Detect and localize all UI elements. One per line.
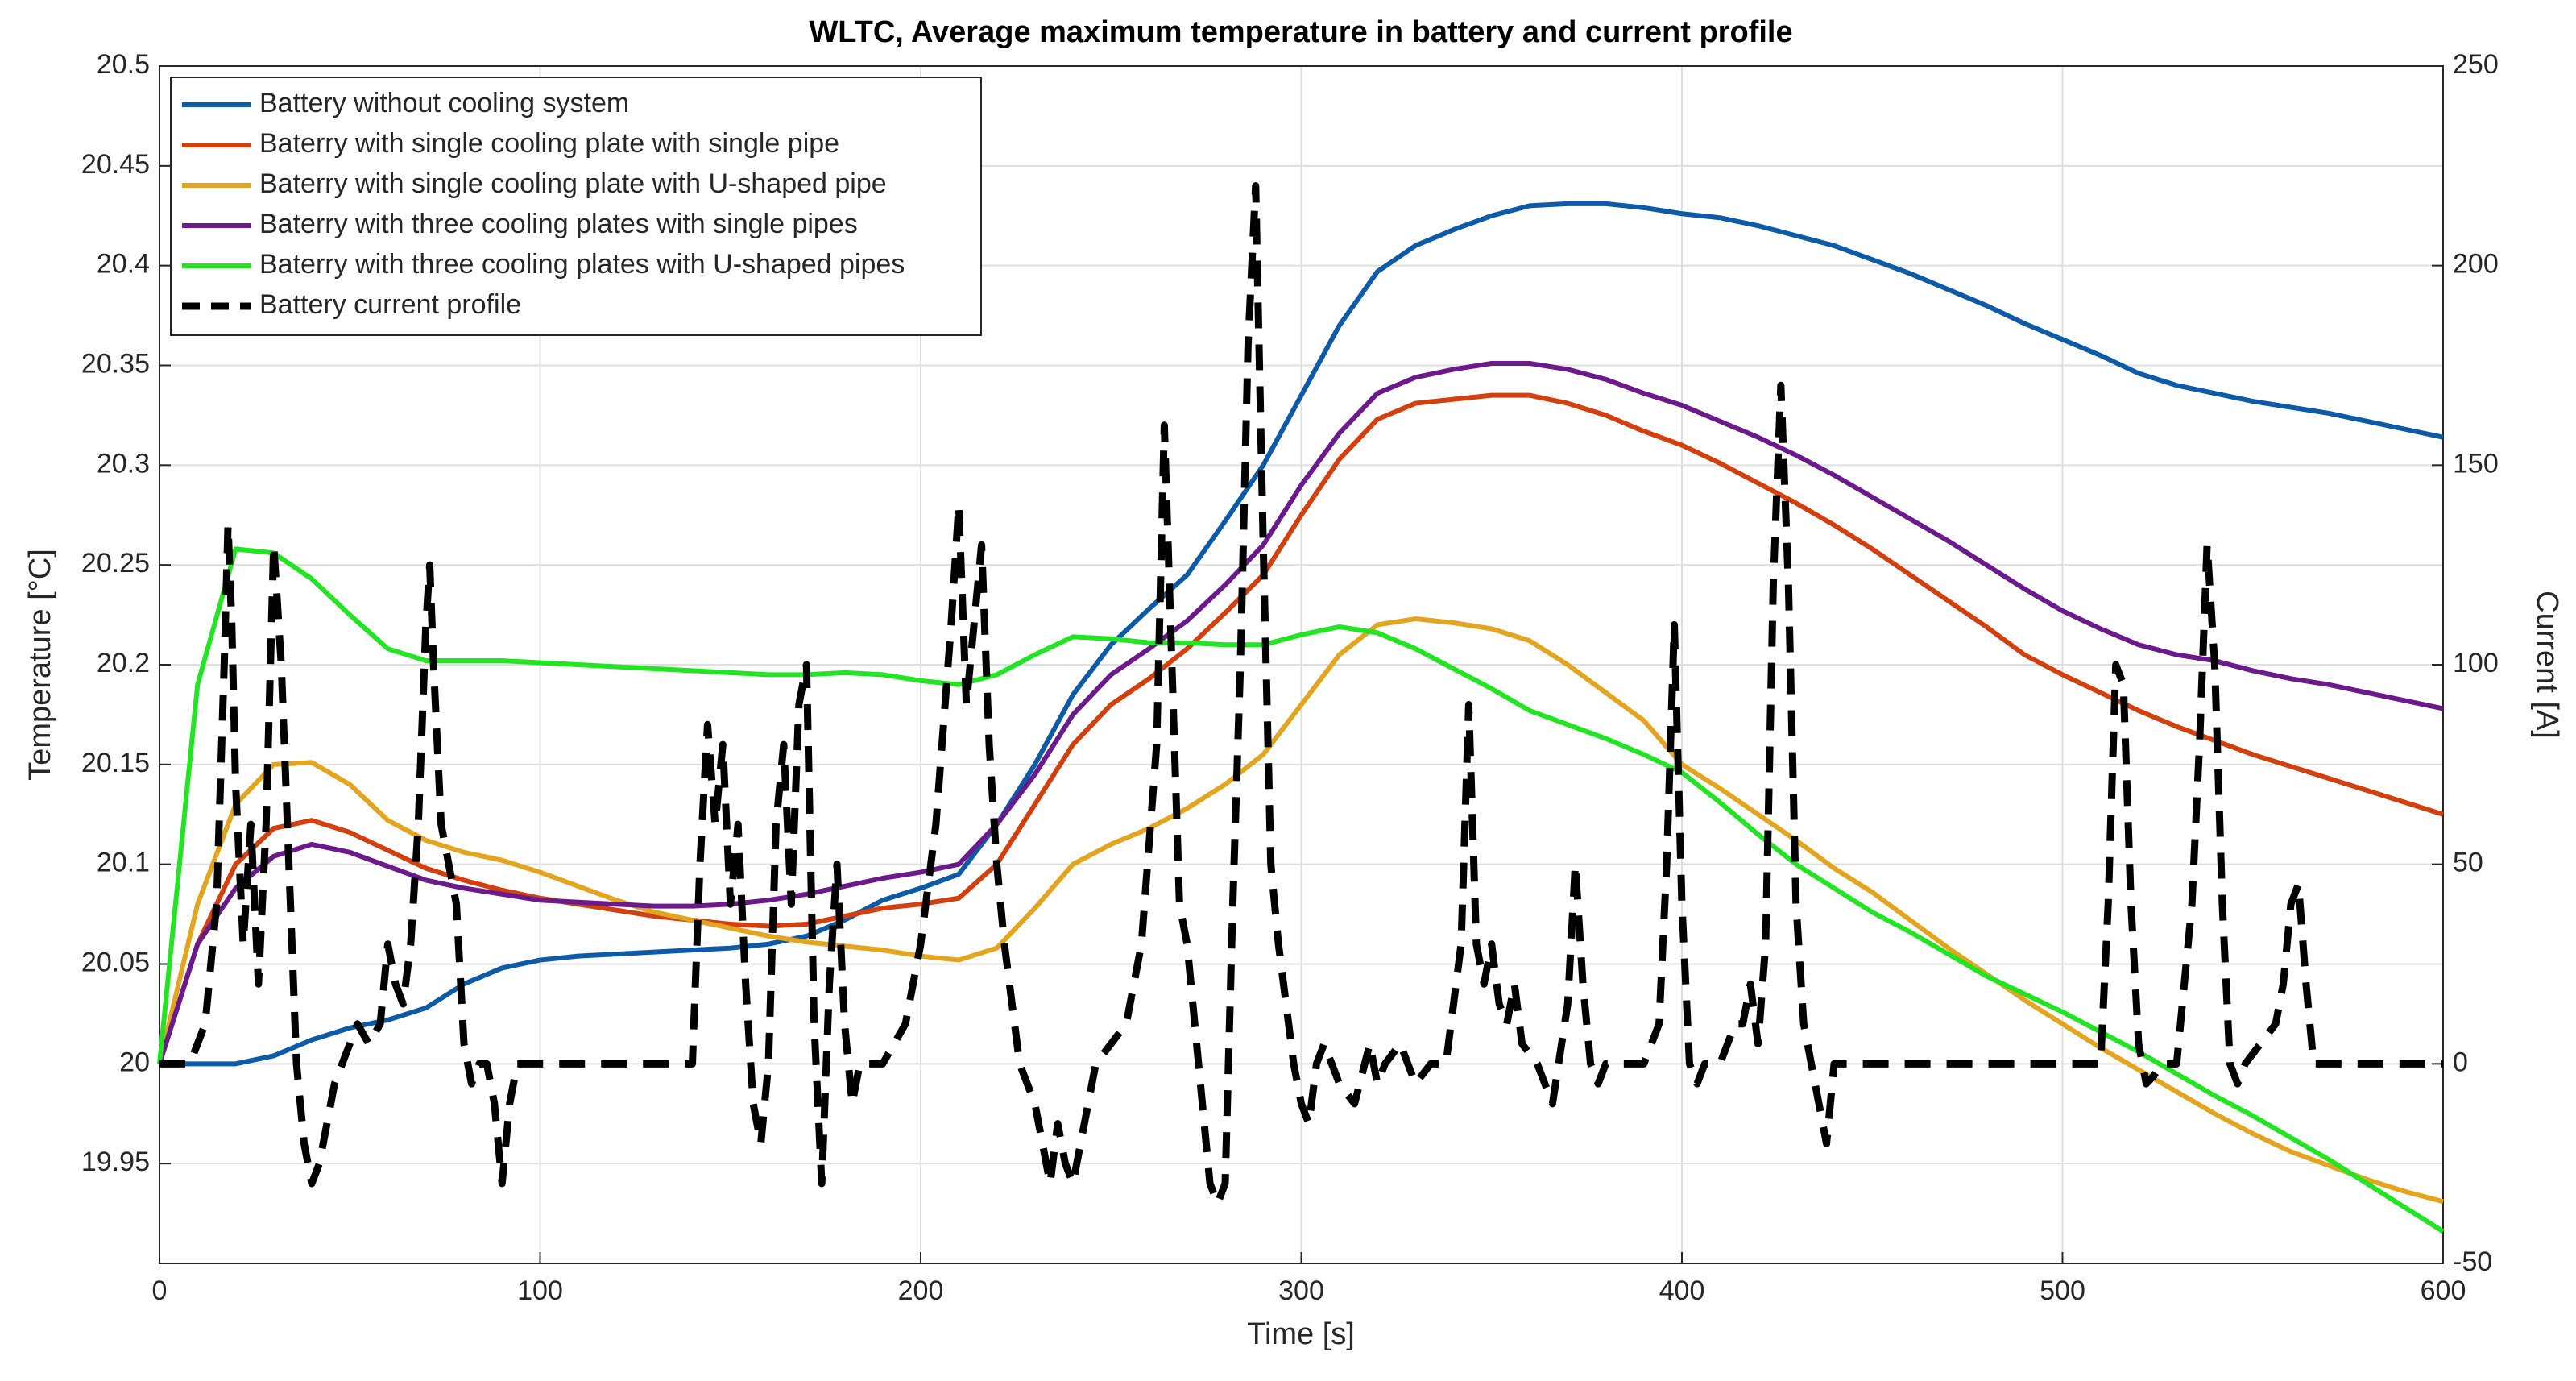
chart-title: WLTC, Average maximum temperature in bat… xyxy=(809,15,1792,49)
series-line xyxy=(157,546,2445,1234)
x-axis-label: Time [s] xyxy=(1247,1317,1355,1351)
y2-tick-label: 150 xyxy=(2453,448,2499,479)
y2-tick-label: -50 xyxy=(2453,1246,2492,1277)
x-tick-label: 600 xyxy=(2421,1275,2466,1306)
y-tick-label: 20.15 xyxy=(81,748,150,778)
y2-tick-label: 0 xyxy=(2453,1047,2468,1077)
legend-label: Battery without cooling system xyxy=(259,88,629,118)
series-line xyxy=(157,361,2444,1065)
legend-label: Battery current profile xyxy=(259,289,521,320)
x-tick-label: 100 xyxy=(517,1275,563,1306)
y-tick-label: 20.2 xyxy=(97,648,150,678)
y-tick-label: 20.25 xyxy=(81,548,150,579)
y2-tick-label: 50 xyxy=(2453,848,2483,878)
y2-tick-label: 100 xyxy=(2453,648,2499,678)
y-axis-label: Temperature [°C] xyxy=(23,549,57,781)
y-tick-label: 20.45 xyxy=(81,149,150,180)
x-tick-label: 0 xyxy=(152,1275,168,1306)
x-tick-label: 500 xyxy=(2040,1275,2085,1306)
y-tick-label: 20 xyxy=(119,1047,150,1077)
x-tick-label: 300 xyxy=(1278,1275,1324,1306)
y2-axis-label: Current [A] xyxy=(2530,591,2564,739)
y-tick-label: 20.3 xyxy=(97,448,150,479)
y-tick-label: 20.4 xyxy=(97,249,150,280)
legend-label: Baterry with three cooling plates with U… xyxy=(259,249,905,280)
y-tick-label: 20.05 xyxy=(81,947,150,977)
x-tick-label: 400 xyxy=(1659,1275,1705,1306)
y2-tick-label: 200 xyxy=(2453,249,2499,280)
legend: Battery without cooling system Baterry wi… xyxy=(170,77,982,336)
series-line xyxy=(159,201,2444,1067)
y-tick-label: 20.5 xyxy=(97,49,150,80)
legend-label: Baterry with single cooling plate with s… xyxy=(259,128,839,159)
legend-label: Baterry with single cooling plate with U… xyxy=(259,168,887,199)
y-tick-label: 20.35 xyxy=(81,348,150,379)
y-tick-label: 20.1 xyxy=(97,848,150,878)
y2-tick-label: 250 xyxy=(2453,49,2499,80)
current-line xyxy=(159,182,2443,1208)
legend-label: Baterry with three cooling plates with s… xyxy=(259,209,858,239)
y-tick-label: 19.95 xyxy=(81,1147,150,1177)
x-tick-label: 200 xyxy=(898,1275,944,1306)
legend-box xyxy=(170,77,982,336)
plot-frame xyxy=(159,65,2444,1264)
series-line xyxy=(157,616,2444,1205)
